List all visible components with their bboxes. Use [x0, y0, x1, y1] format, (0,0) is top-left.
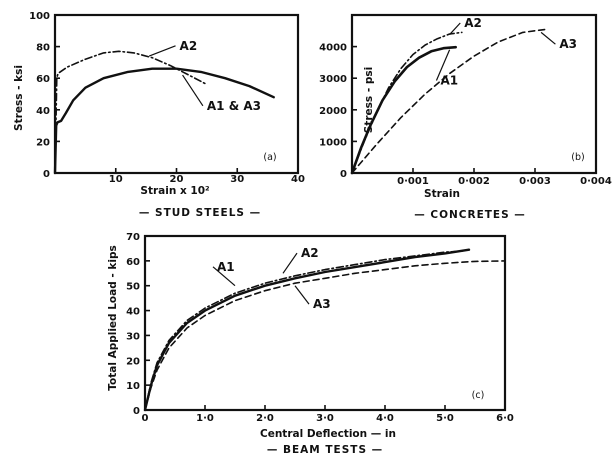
series-annotation: A2 — [464, 16, 482, 30]
x-tick-label: 5·0 — [436, 413, 454, 424]
x-tick-label: 0·004 — [580, 176, 612, 187]
panel-label: (c) — [472, 390, 485, 401]
y-tick-label: 1000 — [319, 137, 347, 148]
series-annotation: A1 — [217, 260, 235, 274]
x-axis-label: Central Deflection — in — [260, 428, 396, 440]
chart-caption: — BEAM TESTS — — [267, 444, 383, 456]
annotation-leader — [294, 285, 310, 305]
y-tick-label: 0 — [340, 169, 347, 180]
annotation-leader — [148, 45, 176, 57]
series-annotation: A2 — [180, 39, 198, 53]
series-line-a2 — [54, 50, 208, 174]
x-tick-label: 0 — [142, 413, 149, 424]
y-tick-label: 40 — [126, 307, 140, 318]
y-tick-label: 0 — [133, 406, 140, 417]
plot-frame-a — [53, 13, 300, 175]
series-line-a3 — [144, 260, 506, 411]
series-annotation: A3 — [559, 37, 577, 51]
y-tick-label: 2000 — [319, 106, 347, 117]
x-tick-label: 2·0 — [256, 413, 274, 424]
annotation-leader — [212, 266, 236, 287]
y-tick-label: 100 — [29, 11, 50, 22]
annotation-leader — [449, 22, 461, 35]
y-tick-label: 60 — [36, 74, 50, 85]
y-tick-label: 20 — [36, 137, 50, 148]
y-tick-label: 4000 — [319, 43, 347, 54]
y-tick-label: 0 — [43, 169, 50, 180]
x-tick-label: 1·0 — [196, 413, 214, 424]
chart-caption: — CONCRETES — — [414, 209, 526, 221]
x-tick-label: 40 — [291, 174, 305, 185]
series-line-a1 — [143, 248, 471, 412]
x-tick-label: 4·0 — [376, 413, 394, 424]
x-tick-label: 0·002 — [458, 176, 490, 187]
series-line-a1-a3 — [53, 67, 275, 175]
y-tick-label: 80 — [36, 43, 50, 54]
x-tick-label: 10 — [109, 174, 123, 185]
x-tick-label: 0·003 — [519, 176, 551, 187]
series-line-a3 — [351, 28, 548, 174]
y-axis-label: Stress - psi — [363, 67, 375, 133]
x-axis-label: Strain — [424, 188, 460, 200]
series-annotation: A1 — [440, 74, 458, 88]
y-tick-label: 20 — [126, 356, 140, 367]
y-tick-label: 40 — [36, 106, 50, 117]
y-axis-label: Total Applied Load - kips — [107, 245, 119, 391]
plot-frame-c — [143, 234, 507, 412]
y-tick-label: 3000 — [319, 74, 347, 85]
y-tick-label: 50 — [126, 282, 140, 293]
series-annotation: A2 — [301, 246, 319, 260]
series-line-a2 — [144, 250, 464, 411]
x-tick-label: 6·0 — [496, 413, 514, 424]
panel-label: (a) — [263, 152, 276, 163]
series-annotation: A1 & A3 — [207, 99, 261, 113]
x-tick-label: 3·0 — [316, 413, 334, 424]
y-tick-label: 30 — [126, 331, 140, 342]
y-axis-label: Stress - ksi — [13, 65, 25, 131]
x-tick-label: 20 — [170, 174, 184, 185]
y-tick-label: 60 — [126, 257, 140, 268]
x-axis-label: Strain x 10² — [140, 185, 210, 197]
series-annotation: A3 — [313, 297, 331, 311]
chart-caption: — STUD STEELS — — [139, 207, 261, 219]
annotation-leader — [540, 31, 556, 45]
annotation-leader — [182, 74, 204, 107]
annotation-leader — [282, 252, 298, 274]
series-line-a2 — [351, 31, 463, 174]
x-tick-label: 30 — [230, 174, 244, 185]
annotation-leader — [435, 49, 451, 81]
x-tick-label: 0·001 — [397, 176, 429, 187]
panel-label: (b) — [571, 152, 584, 163]
y-tick-label: 10 — [126, 381, 140, 392]
y-tick-label: 70 — [126, 232, 140, 243]
